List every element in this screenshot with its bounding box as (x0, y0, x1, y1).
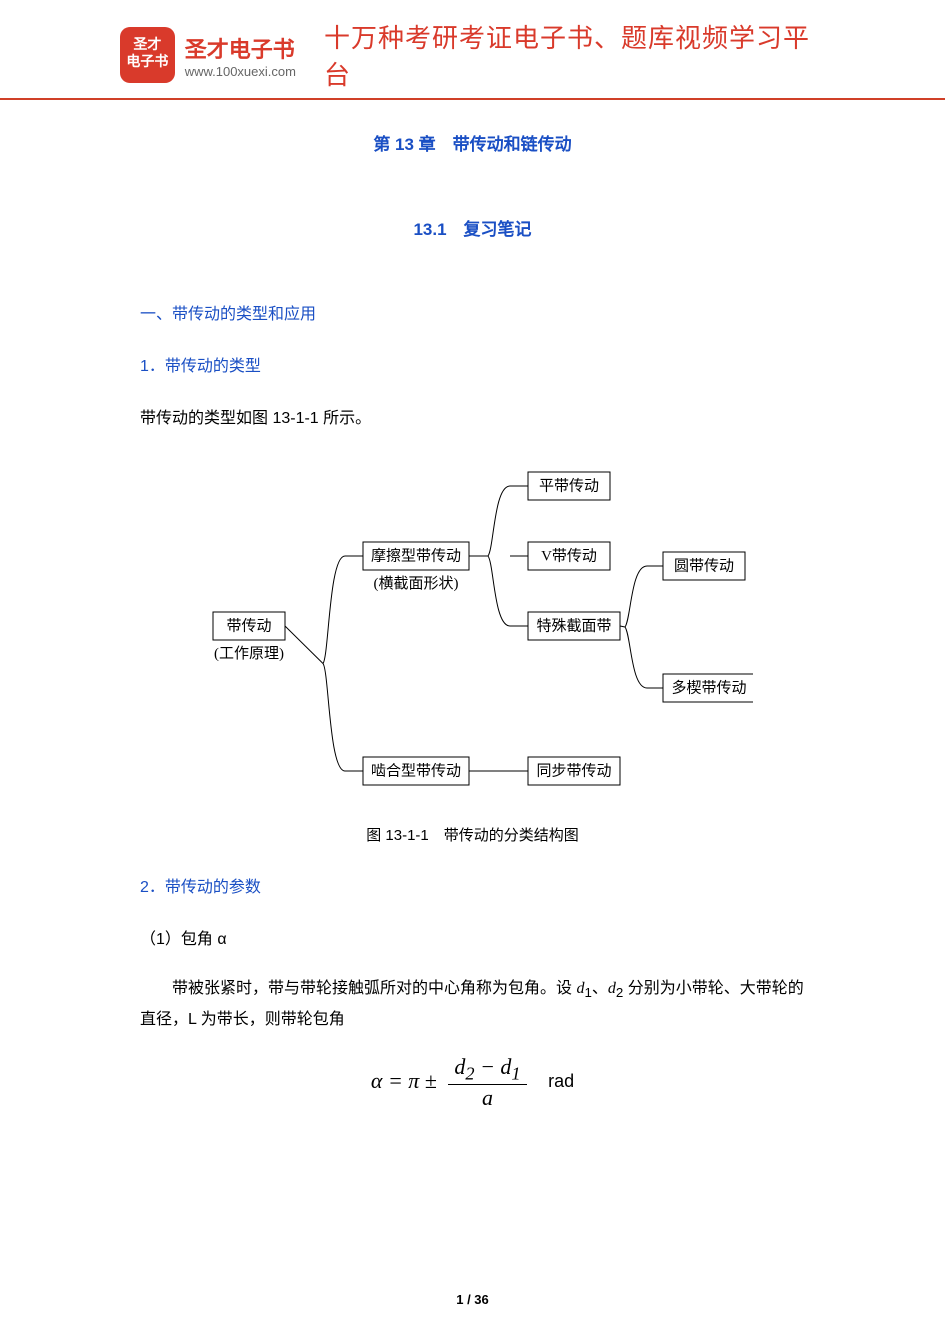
paragraph-3: 带被张紧时，带与带轮接触弧所对的中心角称为包角。设 d1、d2 分别为小带轮、大… (140, 974, 805, 1036)
p3-d2: d (608, 980, 616, 997)
num-a: d (454, 1054, 465, 1079)
formula-unit: rad (548, 1071, 574, 1091)
figure-caption: 图 13-1-1 带传动的分类结构图 (140, 824, 805, 845)
svg-text:同步带传动: 同步带传动 (536, 763, 611, 780)
heading-h2b: 2．带传动的参数 (140, 873, 805, 897)
page-content: 第 13 章 带传动和链传动 13.1 复习笔记 一、带传动的类型和应用 1．带… (0, 100, 945, 1111)
svg-text:特殊截面带: 特殊截面带 (536, 618, 611, 635)
p3-sep: 、 (592, 980, 608, 997)
page-footer: 1 / 36 (0, 1292, 945, 1307)
num-b: d (500, 1054, 511, 1079)
paragraph-1: 带传动的类型如图 13-1-1 所示。 (140, 404, 805, 434)
brand-url: www.100xuexi.com (185, 64, 296, 79)
banner-text: 十万种考研考证电子书、题库视频学习平台 (324, 18, 825, 92)
p3-sub1: 1 (584, 985, 591, 1000)
logo-icon: 圣才 电子书 (120, 27, 175, 83)
brand-title: 圣才电子书 (185, 32, 296, 64)
svg-text:多楔带传动: 多楔带传动 (671, 680, 746, 697)
paragraph-2: （1）包角 α (140, 925, 805, 955)
p3-part1: 带被张紧时，带与带轮接触弧所对的中心角称为包角。设 (172, 980, 576, 997)
heading-h2a: 1．带传动的类型 (140, 352, 805, 376)
formula: α = π ± d2 − d1 a rad (140, 1054, 805, 1111)
num-minus: − (475, 1054, 501, 1079)
heading-h1: 一、带传动的类型和应用 (140, 300, 805, 324)
svg-text:带传动: 带传动 (226, 618, 271, 635)
svg-text:摩擦型带传动: 摩擦型带传动 (370, 547, 460, 565)
svg-text:(横截面形状): (横截面形状) (373, 575, 458, 592)
num-b-sub: 1 (511, 1063, 520, 1083)
brand-block: 圣才电子书 www.100xuexi.com (185, 32, 296, 79)
page-header: 圣才 电子书 圣才电子书 www.100xuexi.com 十万种考研考证电子书… (0, 0, 945, 100)
svg-text:V带传动: V带传动 (541, 548, 597, 565)
tree-diagram: 带传动 (工作原理) 摩擦型带传动 (横截面形状) 啮合型带传动 平带传动 V带传动特殊截面… (140, 452, 805, 812)
logo-line1: 圣才 (133, 38, 161, 55)
svg-text:圆带传动: 圆带传动 (673, 558, 733, 575)
logo-line2: 电子书 (126, 55, 168, 72)
svg-text:啮合型带传动: 啮合型带传动 (370, 763, 460, 780)
formula-den: a (448, 1085, 526, 1111)
svg-text:平带传动: 平带传动 (538, 478, 598, 495)
tree-svg: 带传动 (工作原理) 摩擦型带传动 (横截面形状) 啮合型带传动 平带传动 V带传动特殊截面… (193, 452, 753, 812)
svg-text:(工作原理): (工作原理) (214, 645, 284, 662)
formula-frac: d2 − d1 a (448, 1054, 526, 1111)
formula-num: d2 − d1 (448, 1054, 526, 1085)
section-title: 13.1 复习笔记 (140, 215, 805, 240)
formula-lhs: α = π ± (371, 1067, 437, 1092)
chapter-title: 第 13 章 带传动和链传动 (140, 130, 805, 155)
num-a-sub: 2 (465, 1063, 474, 1083)
